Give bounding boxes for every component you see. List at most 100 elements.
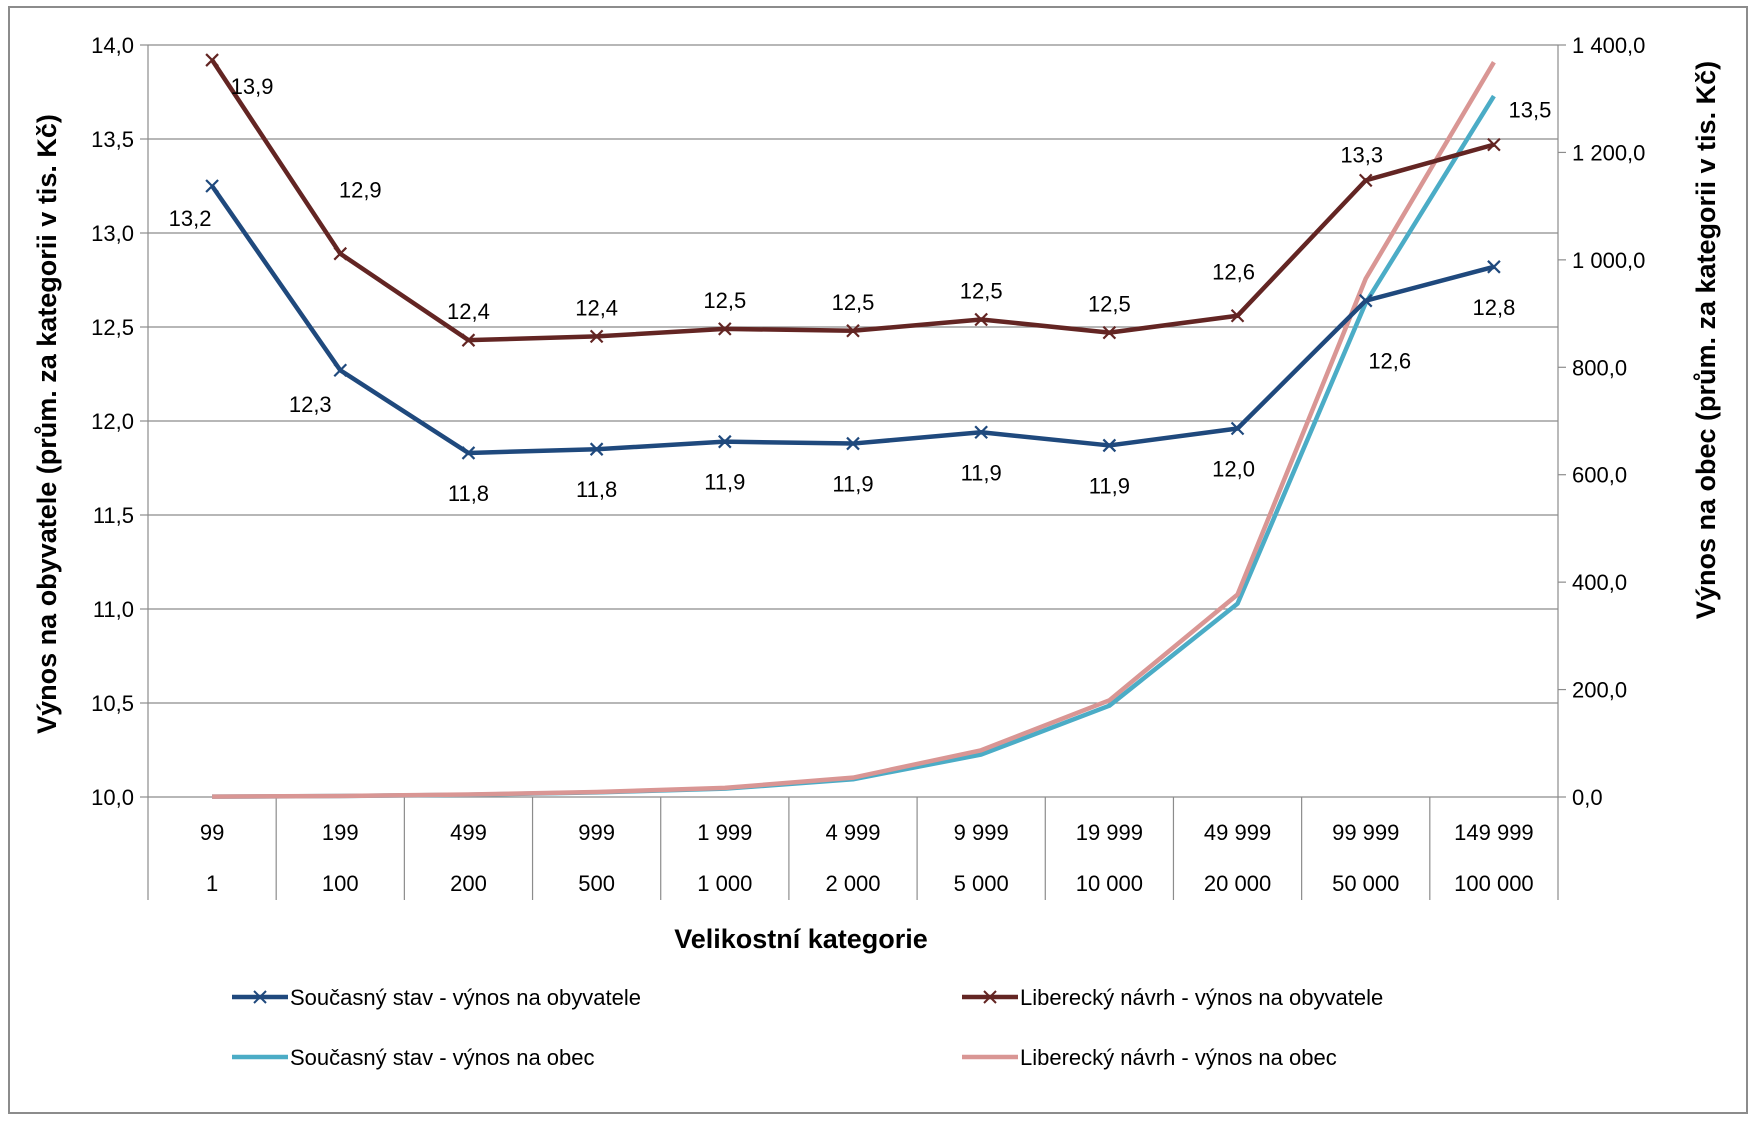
legend-entry: Liberecký návrh - výnos na obec	[962, 1045, 1337, 1070]
data-point	[461, 446, 476, 460]
data-point	[333, 246, 348, 261]
marker-stroke	[333, 363, 348, 378]
x-category-label-upper: 9 999	[954, 820, 1009, 845]
x-category-label-lower: 20 000	[1204, 871, 1271, 896]
marker-stroke	[589, 442, 604, 456]
data-point	[1230, 421, 1245, 436]
x-category-label-lower: 200	[450, 871, 487, 896]
y-tick-label-right: 600,0	[1572, 463, 1627, 488]
data-point	[1358, 293, 1373, 308]
data-label: 12,8	[1472, 295, 1515, 320]
marker-stroke	[461, 446, 476, 460]
data-point	[333, 363, 348, 378]
x-category-label-upper: 99	[200, 820, 224, 845]
marker-stroke	[718, 322, 732, 336]
x-category-label-lower: 1	[206, 871, 218, 896]
marker-stroke	[1230, 308, 1245, 323]
x-category-label-upper: 4 999	[825, 820, 880, 845]
series-line	[210, 184, 1495, 456]
x-category-label-upper: 199	[322, 820, 359, 845]
y-tick-label-left: 13,5	[91, 127, 134, 152]
marker-stroke	[589, 329, 604, 344]
y-tick-label-left: 12,0	[91, 409, 134, 434]
legend-marker	[253, 990, 267, 1004]
marker-stroke	[1358, 173, 1373, 188]
y-axis-title-right: Výnos na obec (prům. za kategorii v tis.…	[1691, 61, 1721, 619]
data-label: 13,2	[169, 206, 212, 231]
marker-stroke	[846, 323, 860, 338]
data-point	[1487, 137, 1501, 152]
x-category-label-lower: 50 000	[1332, 871, 1399, 896]
legend-label: Liberecký návrh - výnos na obyvatele	[1020, 985, 1383, 1010]
y-tick-label-right: 200,0	[1572, 678, 1627, 703]
legend-entry: Liberecký návrh - výnos na obyvatele	[962, 985, 1383, 1010]
data-point	[846, 323, 860, 338]
data-labels: 13,2 12,3 11,8 11,8 11,9 11,9 11,9 11,9 12,0 12,6…	[169, 74, 1552, 506]
marker-stroke	[718, 434, 732, 449]
x-category-label-upper: 19 999	[1076, 820, 1143, 845]
x-category-label-lower: 500	[578, 871, 615, 896]
data-label: 12,4	[447, 299, 490, 324]
data-label: 11,8	[576, 477, 617, 502]
y-tick-label-left: 10,0	[91, 785, 134, 810]
x-category-label-lower: 10 000	[1076, 871, 1143, 896]
data-label: 11,9	[961, 460, 1002, 485]
data-point	[718, 322, 732, 336]
series-lines	[205, 53, 1501, 799]
data-label: 12,5	[703, 288, 746, 313]
data-point	[974, 425, 988, 440]
y-tick-label-right: 400,0	[1572, 570, 1627, 595]
data-label: 13,5	[1508, 98, 1551, 123]
data-label: 12,5	[960, 278, 1003, 303]
data-label: 12,3	[289, 392, 332, 417]
marker-stroke	[333, 246, 348, 261]
marker-stroke	[461, 333, 476, 347]
marker-stroke	[1102, 325, 1117, 340]
axes: 10,0 10,5 11,0 11,5 12,0 12,5 13,0 13,5 14,0 0,0 2…	[91, 33, 1645, 900]
marker-stroke	[205, 53, 219, 67]
data-point	[461, 333, 476, 347]
data-label: 11,8	[448, 481, 489, 506]
data-point	[589, 329, 604, 344]
legend-entry: Současný stav - výnos na obyvatele	[232, 985, 641, 1010]
x-category-label-upper: 499	[450, 820, 487, 845]
y-tick-label-left: 14,0	[91, 33, 134, 58]
marker-stroke	[205, 179, 219, 193]
data-point	[1487, 260, 1501, 274]
legend: Současný stav - výnos na obyvatele Libere…	[232, 985, 1383, 1070]
data-point	[1102, 438, 1117, 453]
data-point	[205, 179, 219, 193]
x-category-label-lower: 100 000	[1454, 871, 1534, 896]
gridlines	[148, 44, 1558, 704]
x-category-label-lower: 100	[322, 871, 359, 896]
series-line	[212, 61, 1496, 799]
marker-stroke	[1358, 293, 1373, 308]
data-label: 12,6	[1212, 260, 1255, 285]
x-category-label-lower: 1 000	[697, 871, 752, 896]
marker-stroke	[1487, 260, 1501, 274]
x-category-label-lower: 2 000	[825, 871, 880, 896]
series-line	[212, 94, 1496, 799]
x-category-label-upper: 1 999	[697, 820, 752, 845]
y-tick-label-right: 800,0	[1572, 355, 1627, 380]
data-label: 12,5	[832, 290, 875, 315]
x-axis-title: Velikostní kategorie	[674, 924, 928, 954]
marker-stroke	[846, 436, 860, 451]
y-tick-label-left: 11,0	[93, 597, 134, 622]
legend-marker	[983, 990, 997, 1004]
data-label: 13,3	[1340, 142, 1383, 167]
legend-label: Současný stav - výnos na obyvatele	[290, 985, 641, 1010]
data-point	[1230, 308, 1245, 323]
y-tick-label-left: 11,5	[93, 503, 134, 528]
legend-label: Současný stav - výnos na obec	[290, 1045, 595, 1070]
data-point	[205, 53, 219, 67]
data-point	[589, 442, 604, 456]
data-label: 12,4	[575, 295, 618, 320]
y-tick-label-left: 13,0	[91, 221, 134, 246]
marker-stroke	[974, 425, 988, 440]
data-point	[1358, 173, 1373, 188]
marker-stroke	[1230, 421, 1245, 436]
y-tick-label-right: 1 000,0	[1572, 248, 1645, 273]
data-label: 12,0	[1212, 457, 1255, 482]
y-tick-label-left: 10,5	[91, 691, 134, 716]
